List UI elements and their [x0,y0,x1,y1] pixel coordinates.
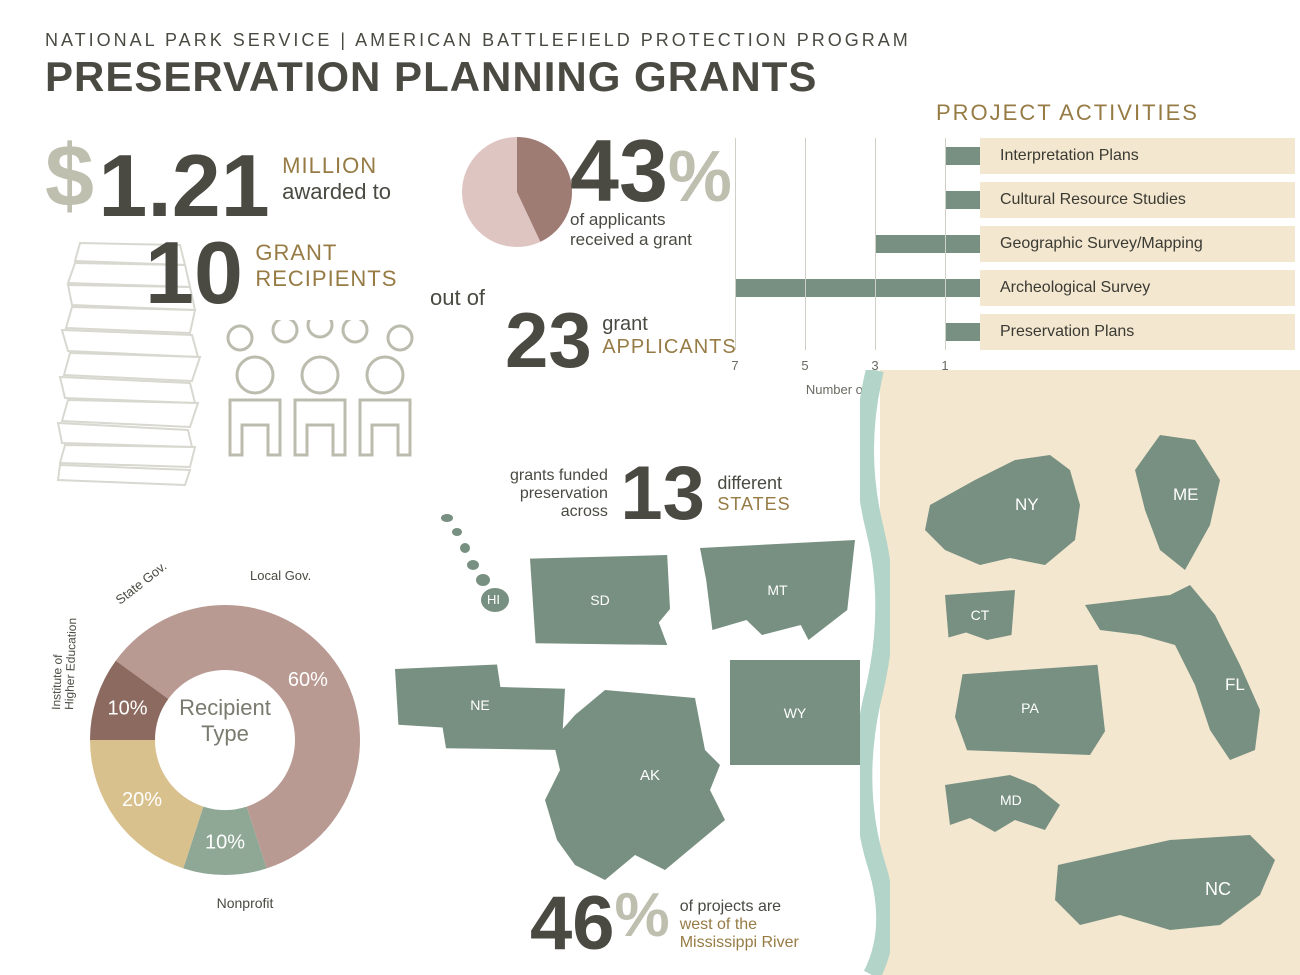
west-46-stat: 46 % of projects are west of the Mississ… [530,880,799,967]
pct43-line1: of applicants [570,210,665,229]
state-wy: WY [730,660,860,765]
project-activities-barchart: PROJECT ACTIVITIES Interpretation Plans … [735,100,1300,397]
applicants-stat: 23 grant APPLICANTS [505,295,737,386]
thirteen-post1: different [717,473,782,493]
svg-text:10%: 10% [108,697,148,719]
million-label: MILLION [282,153,377,178]
subtitle: NATIONAL PARK SERVICE | AMERICAN BATTLEF… [45,30,1300,51]
svg-text:HI: HI [487,592,500,607]
recipients-count: 10 [145,222,243,324]
recipients-label: RECIPIENTS [255,266,397,291]
thirteen-n: 13 [620,450,705,537]
svg-text:NC: NC [1205,879,1231,899]
svg-text:10%: 10% [205,832,245,854]
pct43-value: 43 [570,121,668,220]
state-pa: PA [955,660,1105,755]
bar-row: Archeological Survey [735,270,1300,306]
bar-label: Geographic Survey/Mapping [980,226,1295,262]
state-hi: HI [435,510,515,620]
svg-text:MD: MD [1000,792,1022,808]
bar-label: Archeological Survey [980,270,1295,306]
dollar-sign: $ [45,125,94,227]
page-title: PRESERVATION PLANNING GRANTS [45,53,1300,101]
thirteen-pre3: across [561,503,608,520]
bar-label: Preservation Plans [980,314,1295,350]
bar-label: Cultural Resource Studies [980,182,1295,218]
river-icon [860,370,890,975]
state-label: WY [784,705,807,721]
west-line3: Mississippi River [680,934,799,951]
recipient-type-donut: 10%20%10%60%Local Gov.State Gov.Institut… [45,560,405,925]
thirteen-post2: STATES [717,494,790,514]
acceptance-pie [460,135,575,250]
thirteen-pre1: grants funded [510,467,608,484]
state-label: PA [1021,700,1039,716]
pct-symbol: % [668,137,732,217]
svg-text:Nonprofit: Nonprofit [217,895,274,911]
svg-text:NY: NY [1015,495,1039,514]
bar-label: Interpretation Plans [980,138,1295,174]
applicants-count: 23 [505,295,592,386]
bar-row: Preservation Plans [735,314,1300,350]
state-ct: CT [945,590,1015,640]
state-fl: FL [1080,580,1275,770]
svg-text:FL: FL [1225,675,1245,694]
state-label: SD [590,592,609,608]
svg-text:20%: 20% [122,789,162,811]
bar-row: Cultural Resource Studies [735,182,1300,218]
awarded-to-label: awarded to [282,179,391,204]
out-of-label: out of [430,285,485,311]
state-me: ME [1125,430,1230,580]
donut-center1: Recipient [179,695,271,720]
bar-row: Geographic Survey/Mapping [735,226,1300,262]
svg-text:ME: ME [1173,485,1199,504]
west-pct: 46 [530,880,615,967]
state-sd: SD [530,555,670,645]
svg-text:Local Gov.: Local Gov. [250,568,311,583]
thirteen-pre2: preservation [520,485,608,502]
grant-word: grant [602,313,648,335]
state-mt: MT [700,540,855,640]
state-ne: NE [395,660,565,750]
bar-row: Interpretation Plans [735,138,1300,174]
west-pct-sym: % [615,880,670,951]
applicants-word: APPLICANTS [602,336,736,358]
svg-text:Higher Education: Higher Education [62,618,79,710]
state-label: NE [470,697,489,713]
state-ak: AK [545,680,745,890]
grant-label: GRANT [255,240,337,265]
svg-text:60%: 60% [288,669,328,691]
svg-text:AK: AK [640,767,660,784]
barchart-title: PROJECT ACTIVITIES [835,100,1300,126]
svg-text:State Gov.: State Gov. [113,560,170,607]
pct43-line2: received a grant [570,230,692,249]
state-nc: NC [1050,830,1280,940]
west-line1: of projects are [680,898,781,915]
thirteen-states-stat: grants funded preservation across 13 dif… [510,450,791,537]
donut-center2: Type [201,721,249,746]
state-label: CT [971,607,990,623]
west-line2: west of the [680,916,757,933]
header: NATIONAL PARK SERVICE | AMERICAN BATTLEF… [0,0,1300,101]
acceptance-pct: 43% of applicants received a grant [570,120,732,250]
state-label: MT [767,582,787,598]
award-stat: $ 1.21 MILLION awarded to 10 GRANT RECIP… [45,135,397,324]
state-ny: NY [920,450,1090,570]
people-icon [215,320,425,470]
donut-center: Recipient Type [170,695,280,747]
